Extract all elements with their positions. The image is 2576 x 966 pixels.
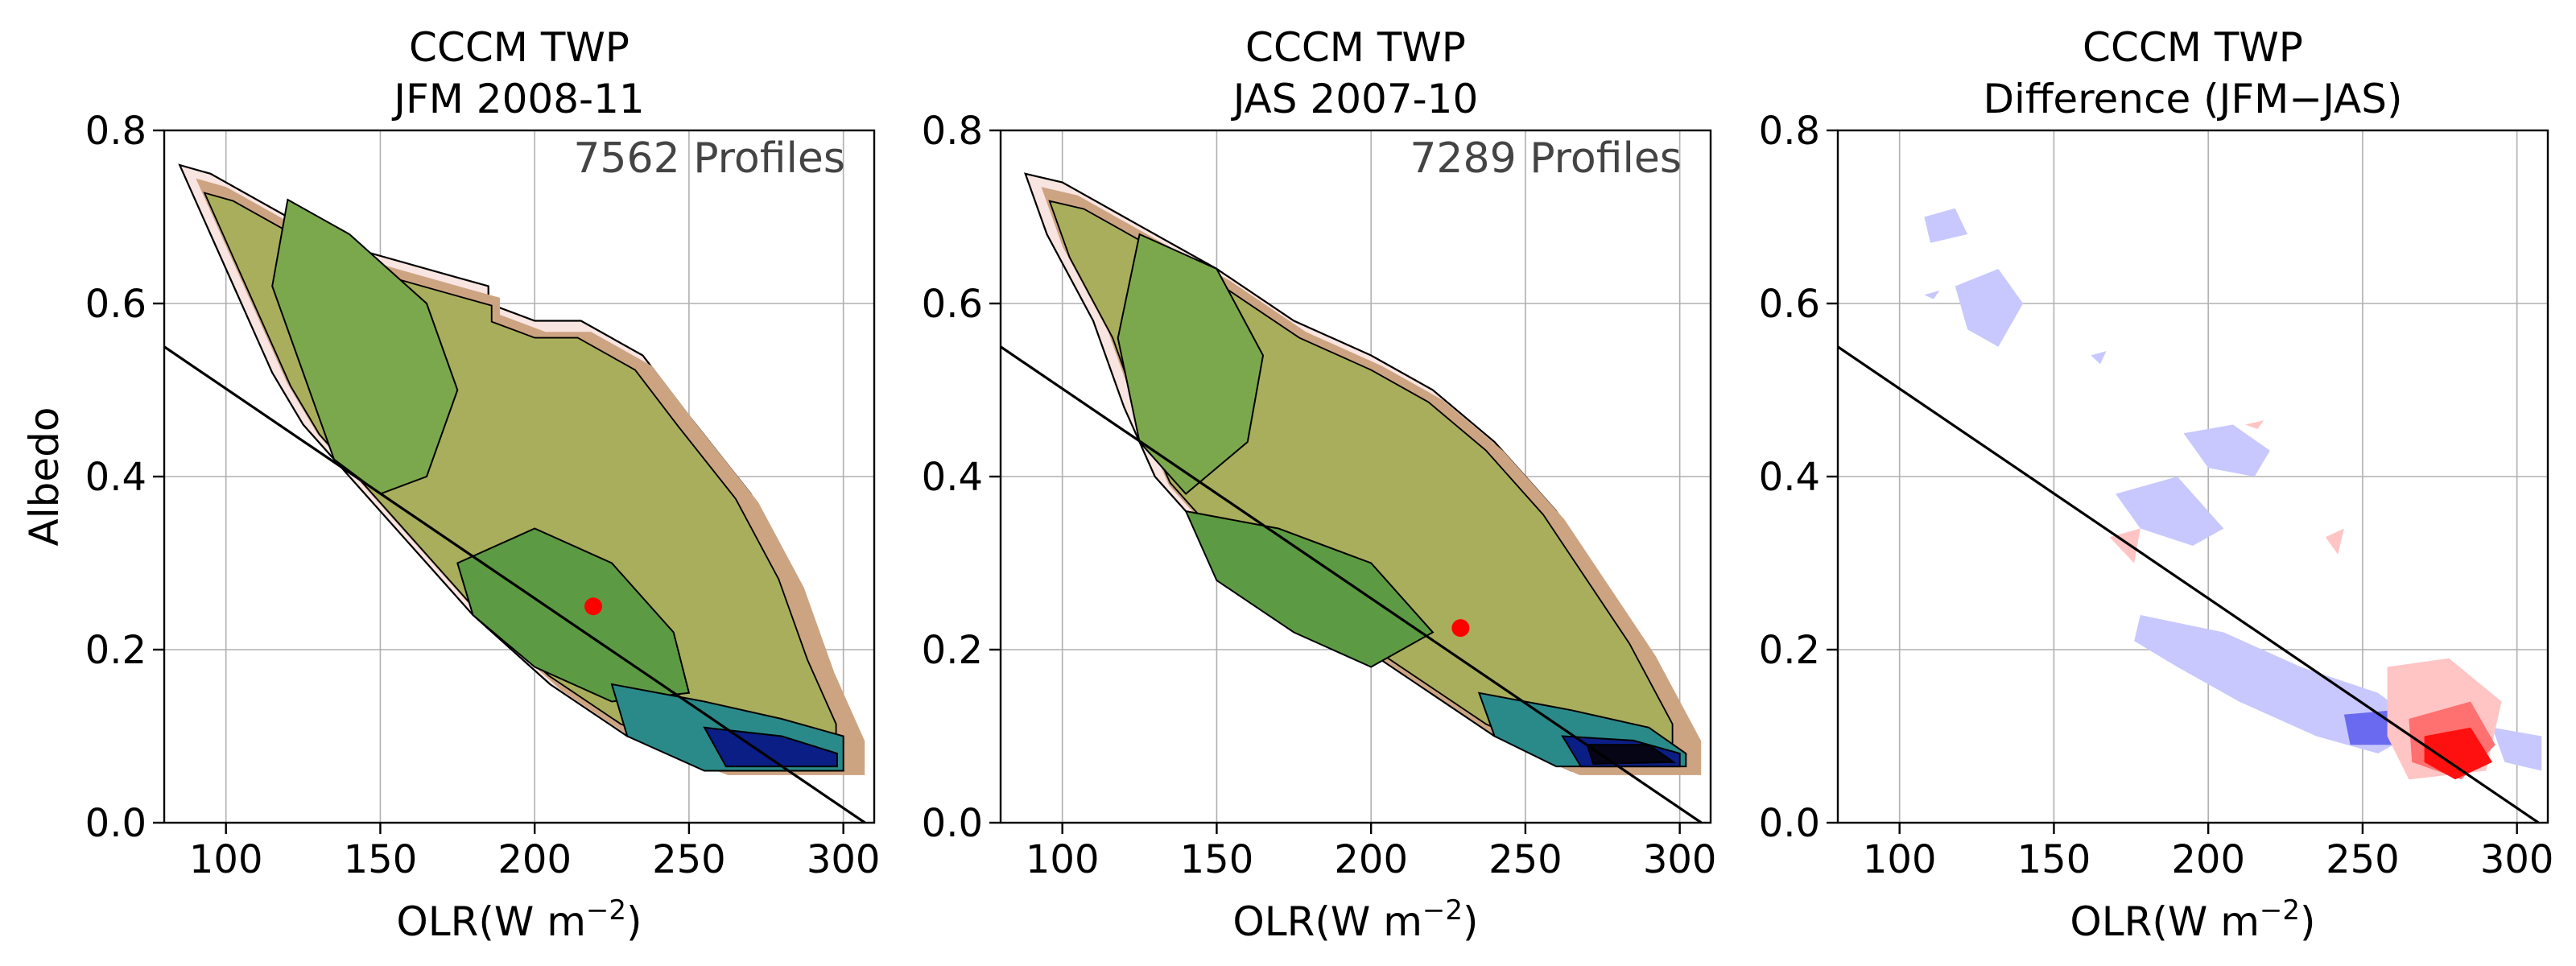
y-tick-label: 0.0 — [1759, 801, 1820, 846]
panel-1: 100 150 200 250 300 0.0 0.2 0.4 0.6 0.8 CCCM TWP JF… — [21, 24, 880, 945]
x-tick-label: 250 — [2326, 837, 2400, 882]
difference-contour — [1924, 208, 1968, 243]
x-tick-label: 150 — [2017, 837, 2091, 882]
y-tick-label: 0.0 — [85, 801, 147, 846]
y-axis-label: Albedo — [21, 407, 68, 547]
difference-contour — [2091, 351, 2107, 365]
y-tick-label: 0.6 — [1759, 282, 1820, 327]
x-tick-label: 300 — [2480, 837, 2554, 882]
plot-area — [164, 163, 866, 823]
x-axis-label-close: ) — [626, 898, 642, 945]
contour-level — [456, 527, 691, 703]
reference-line — [1838, 345, 2540, 823]
chart-title-line2: Difference (JFM−JAS) — [1983, 76, 2402, 122]
chart-title-line2: JAS 2007-10 — [1231, 76, 1479, 122]
y-tick-label: 0.2 — [922, 628, 983, 673]
reference-line — [1001, 345, 1703, 823]
y-tick-label: 0.4 — [922, 455, 983, 500]
x-tick-label: 250 — [1488, 837, 1563, 882]
y-tick-label: 0.6 — [922, 282, 983, 327]
x-axis-label-main: OLR(W m — [2070, 898, 2260, 945]
x-axis-label-sup: −2 — [1422, 894, 1463, 927]
x-tick-label: 200 — [1334, 837, 1408, 882]
y-tick-label: 0.8 — [1759, 109, 1820, 154]
x-axis-label: OLR(W m−2) — [1232, 894, 1478, 945]
x-axis-label: OLR(W m−2) — [396, 894, 642, 945]
plot-area — [1838, 208, 2542, 823]
x-axis-label-sup: −2 — [2260, 894, 2300, 927]
chart-title-line1: CCCM TWP — [1245, 24, 1466, 71]
y-tick-label: 0.0 — [922, 801, 983, 846]
difference-contour — [2325, 528, 2344, 555]
x-tick-label: 250 — [652, 837, 726, 882]
plot-area — [1001, 172, 1703, 823]
reference-line — [164, 345, 866, 823]
x-tick-label: 100 — [1863, 837, 1937, 882]
x-tick-label: 100 — [189, 837, 263, 882]
difference-contour — [2183, 424, 2270, 477]
y-tick-label: 0.6 — [85, 282, 147, 327]
profile-count-annotation: 7562 Profiles — [573, 134, 845, 183]
difference-contour — [1924, 290, 1940, 299]
x-tick-label: 150 — [344, 837, 418, 882]
difference-contour — [2116, 477, 2224, 546]
contour-level — [271, 198, 459, 495]
profile-count-annotation: 7289 Profiles — [1410, 134, 1682, 183]
y-tick-label: 0.2 — [1759, 628, 1820, 673]
difference-contour — [1955, 269, 2024, 347]
y-tick-label: 0.8 — [85, 109, 147, 154]
chart-title-line2: JFM 2008-11 — [391, 76, 644, 122]
difference-contour — [2245, 420, 2264, 429]
x-axis-label-close: ) — [2300, 898, 2316, 945]
x-tick-label: 300 — [807, 837, 881, 882]
difference-contour — [2424, 727, 2492, 780]
x-axis-label: OLR(W m−2) — [2070, 894, 2315, 945]
mean-point — [584, 597, 603, 616]
x-axis-label-close: ) — [1463, 898, 1479, 945]
y-tick-label: 0.8 — [922, 109, 983, 154]
x-tick-label: 300 — [1643, 837, 1717, 882]
chart-title-line1: CCCM TWP — [2083, 24, 2303, 71]
contour-level — [1184, 510, 1435, 668]
y-tick-label: 0.2 — [85, 628, 147, 673]
panel-2: 100 150 200 250 300 0.0 0.2 0.4 0.6 0.8 CCCM TWP JA… — [922, 24, 1717, 945]
mean-point — [1451, 619, 1470, 638]
x-tick-label: 100 — [1026, 837, 1100, 882]
panel-3: 100 150 200 250 300 0.0 0.2 0.4 0.6 0.8 CCCM TWP Di… — [1759, 24, 2554, 945]
y-tick-label: 0.4 — [85, 455, 147, 500]
x-tick-label: 200 — [497, 837, 572, 882]
chart-title-line1: CCCM TWP — [409, 24, 630, 71]
x-tick-label: 200 — [2171, 837, 2245, 882]
y-tick-label: 0.4 — [1759, 455, 1820, 500]
difference-contour — [2492, 727, 2542, 771]
x-axis-label-sup: −2 — [586, 894, 626, 927]
x-tick-label: 150 — [1180, 837, 1254, 882]
x-axis-label-main: OLR(W m — [1232, 898, 1422, 945]
x-axis-label-main: OLR(W m — [396, 898, 586, 945]
contour-level — [1117, 233, 1265, 495]
